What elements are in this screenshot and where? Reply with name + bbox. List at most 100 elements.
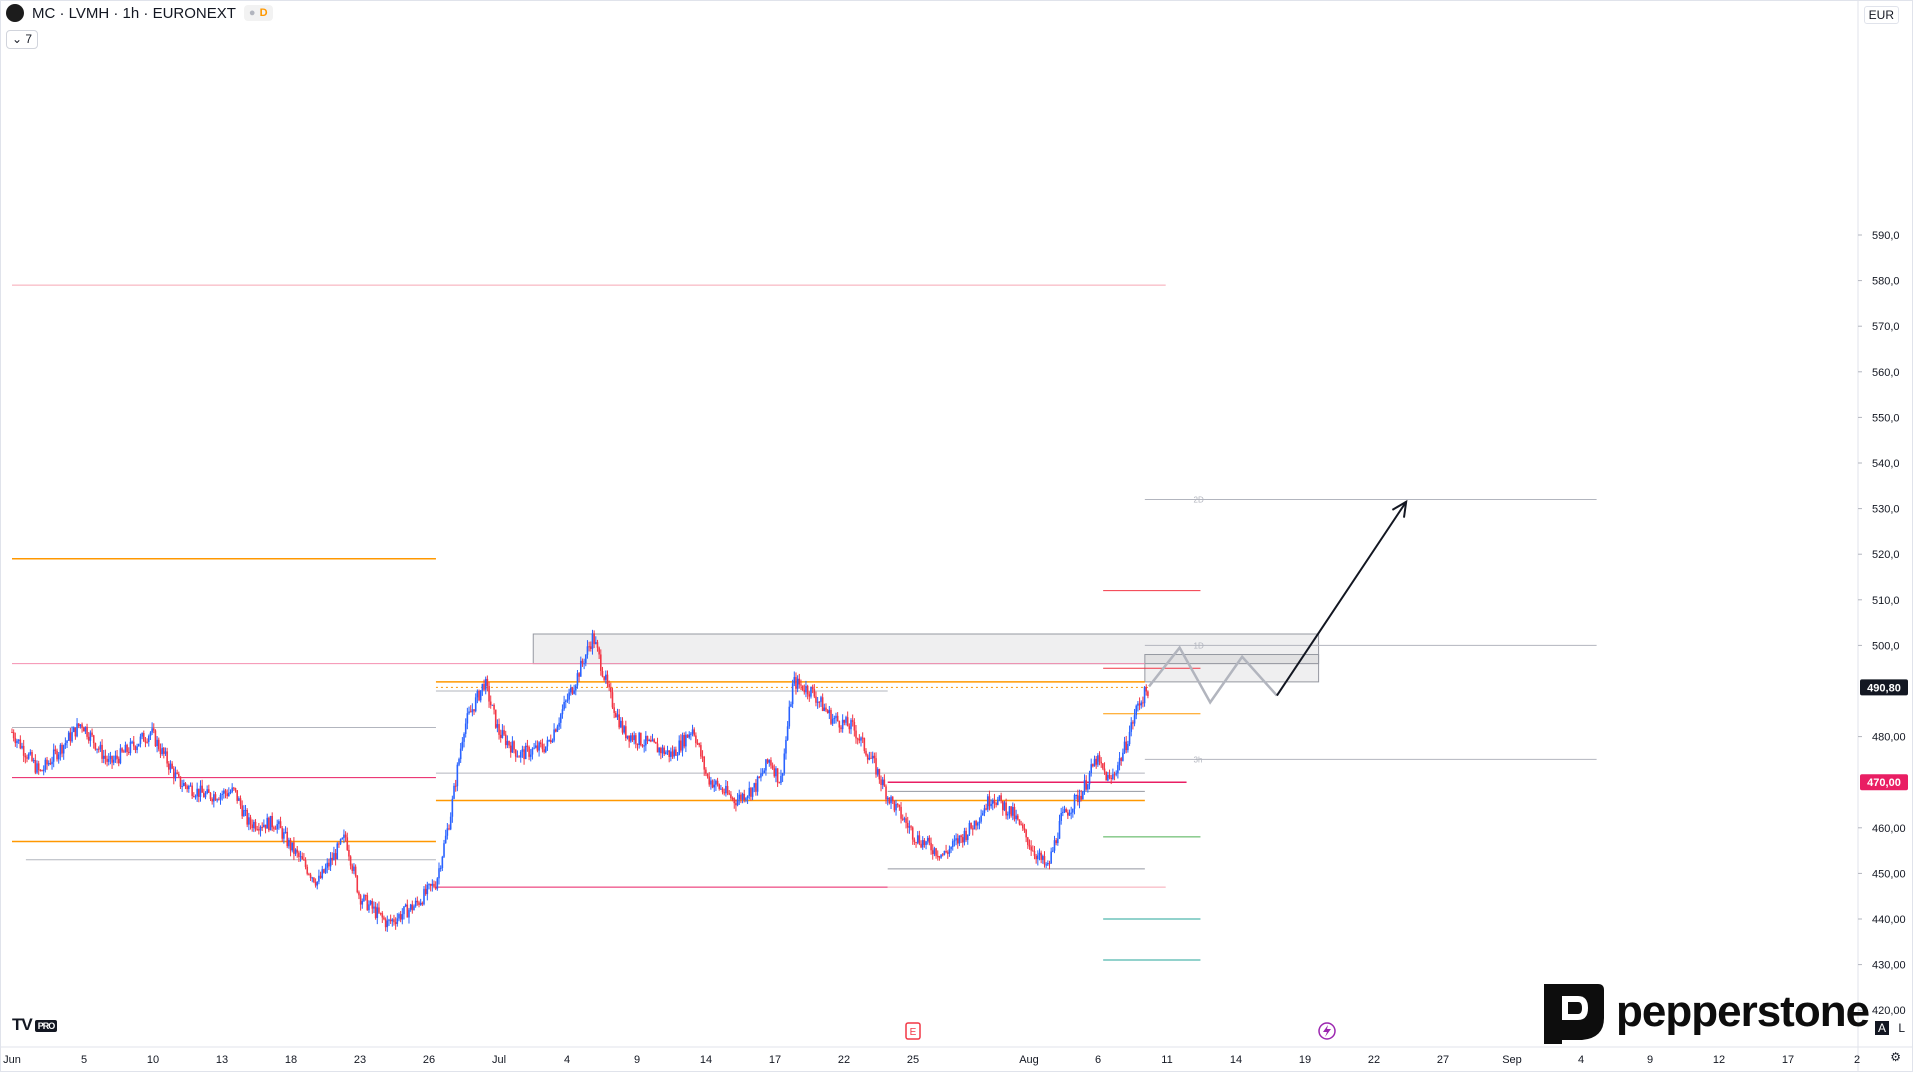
earnings-marker[interactable] bbox=[905, 1022, 921, 1040]
candle-body-417 bbox=[706, 773, 709, 777]
candle-body-213 bbox=[366, 895, 369, 911]
candle-body-258 bbox=[441, 856, 444, 868]
candle-body-397 bbox=[673, 749, 675, 757]
candle-body-636 bbox=[1072, 808, 1074, 813]
candle-body-48 bbox=[91, 732, 93, 736]
market-status-badge[interactable]: ● D bbox=[243, 5, 273, 21]
candle-body-571 bbox=[963, 830, 966, 843]
indicators-toggle-button[interactable]: ⌄ 7 bbox=[6, 30, 39, 49]
candle-body-241 bbox=[413, 906, 415, 911]
candle-body-267 bbox=[456, 764, 459, 787]
candle-body-422 bbox=[715, 780, 717, 785]
candle-body-505 bbox=[853, 721, 856, 731]
auto-scale-button[interactable]: A bbox=[1874, 1021, 1889, 1035]
candle-body-614 bbox=[1035, 855, 1037, 860]
candle-body-164 bbox=[284, 831, 287, 833]
symbol-title[interactable]: MC · LVMH · 1h · EURONEXT bbox=[32, 4, 236, 22]
candle-body-44 bbox=[84, 726, 87, 732]
projection-zigzag[interactable] bbox=[1148, 645, 1278, 705]
candle-body-483 bbox=[816, 701, 819, 703]
last-price-label: 490,80 bbox=[1867, 682, 1901, 694]
candle-body-596 bbox=[1005, 802, 1007, 816]
resistance-zone-0[interactable] bbox=[532, 633, 1320, 665]
candle-body-645 bbox=[1087, 784, 1089, 790]
candle-body-452 bbox=[765, 759, 767, 771]
candle-body-210 bbox=[361, 901, 364, 905]
candle-body-293 bbox=[499, 734, 502, 738]
candle-body-487 bbox=[823, 707, 826, 711]
candle-body-247 bbox=[423, 888, 425, 905]
candle-body-442 bbox=[748, 787, 751, 797]
candle-body-448 bbox=[758, 776, 761, 778]
candle-body-292 bbox=[498, 724, 500, 735]
candle-body-369 bbox=[626, 735, 629, 739]
candle-body-329 bbox=[559, 714, 562, 723]
candle-body-187 bbox=[323, 869, 325, 873]
candle-body-74 bbox=[134, 746, 137, 751]
candle-body-120 bbox=[211, 798, 213, 802]
y-tick-label-12: 450,00 bbox=[1872, 868, 1906, 880]
candle-body-26 bbox=[54, 749, 57, 751]
candle-body-647 bbox=[1090, 764, 1092, 773]
candle-body-190 bbox=[328, 862, 330, 867]
candle-body-188 bbox=[324, 867, 327, 873]
candle-body-139 bbox=[243, 810, 245, 817]
candle-body-465 bbox=[786, 726, 789, 740]
candle-body-533 bbox=[900, 806, 902, 819]
earnings-marker-label: E bbox=[910, 1027, 917, 1038]
target-arrow[interactable] bbox=[1276, 501, 1408, 697]
candle-body-93 bbox=[166, 751, 168, 764]
candle-body-573 bbox=[966, 834, 969, 840]
log-scale-button[interactable]: L bbox=[1898, 1021, 1905, 1035]
candle-body-518 bbox=[875, 758, 877, 775]
candle-body-354 bbox=[601, 671, 604, 677]
candle-body-382 bbox=[648, 740, 650, 742]
candle-body-278 bbox=[474, 697, 477, 712]
candle-body-106 bbox=[188, 786, 190, 790]
candle-body-250 bbox=[428, 884, 430, 886]
candle-body-529 bbox=[893, 801, 896, 811]
candle-body-543 bbox=[916, 835, 919, 843]
candle-body-477 bbox=[806, 685, 809, 695]
candle-body-532 bbox=[898, 804, 901, 807]
candle-body-455 bbox=[770, 760, 772, 766]
candle-body-583 bbox=[983, 808, 986, 814]
candle-body-615 bbox=[1037, 855, 1039, 860]
candle-body-445 bbox=[753, 783, 756, 788]
currency-selector[interactable]: EUR bbox=[1863, 6, 1899, 24]
candle-body-169 bbox=[293, 842, 295, 854]
candle-body-641 bbox=[1080, 795, 1082, 800]
candle-body-350 bbox=[595, 642, 597, 644]
candle-body-593 bbox=[1000, 795, 1002, 801]
candle-body-269 bbox=[459, 748, 462, 760]
last-price-tag[interactable] bbox=[1860, 679, 1908, 696]
candle-body-446 bbox=[755, 783, 757, 792]
candle-body-296 bbox=[504, 734, 507, 746]
candle-body-536 bbox=[905, 818, 907, 823]
candle-body-236 bbox=[404, 904, 407, 907]
candle-body-174 bbox=[301, 856, 304, 860]
delayed-badge-letter: D bbox=[259, 7, 268, 19]
candle-body-440 bbox=[745, 798, 747, 801]
settings-gear-icon[interactable]: ⚙ bbox=[1890, 1050, 1901, 1064]
candle-body-475 bbox=[803, 690, 806, 693]
candle-body-244 bbox=[418, 902, 420, 905]
candle-body-239 bbox=[409, 904, 412, 910]
candle-body-260 bbox=[444, 835, 447, 844]
candle-body-680 bbox=[1145, 686, 1148, 692]
level-price-tag[interactable] bbox=[1860, 774, 1908, 791]
candle-body-20 bbox=[44, 759, 47, 770]
candle-body-362 bbox=[615, 712, 617, 718]
candle-body-111 bbox=[196, 788, 198, 797]
candle-body-12 bbox=[31, 752, 33, 761]
candle-body-602 bbox=[1015, 815, 1017, 820]
candle-body-384 bbox=[651, 739, 654, 742]
candle-body-112 bbox=[198, 788, 200, 797]
candle-body-125 bbox=[219, 794, 222, 800]
candle-body-678 bbox=[1142, 702, 1144, 704]
candle-body-600 bbox=[1012, 806, 1014, 816]
tradingview-logo[interactable]: TV PRO bbox=[12, 1015, 58, 1035]
candle-body-307 bbox=[523, 749, 525, 760]
